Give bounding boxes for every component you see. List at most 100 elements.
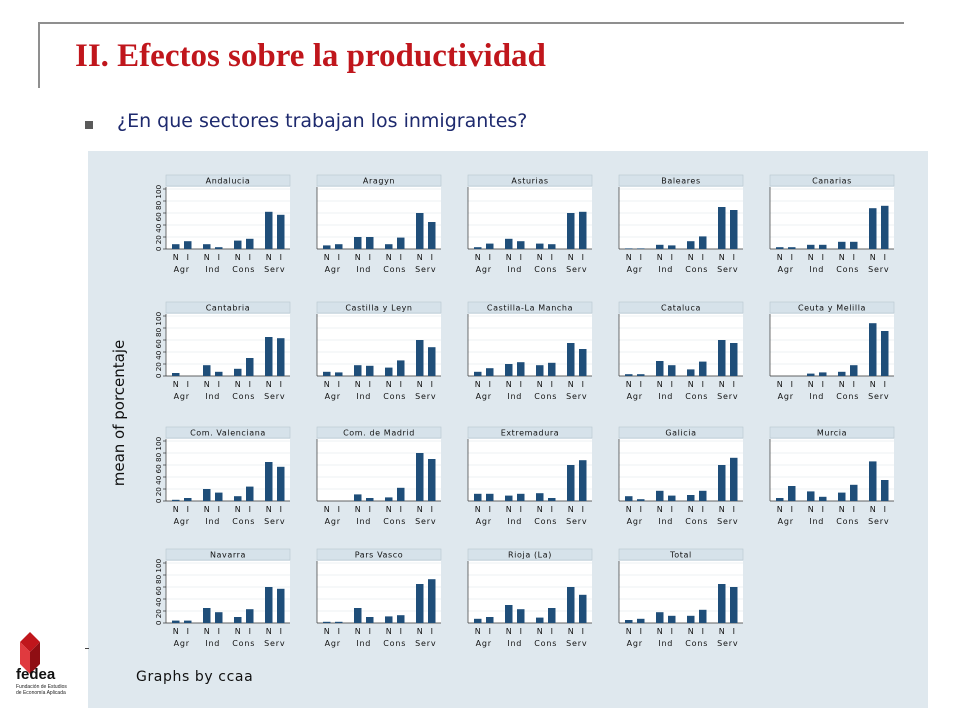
bar-tick-label: I (489, 380, 491, 389)
bar (776, 247, 784, 249)
bar (567, 587, 575, 623)
panel-title: Castilla-La Mancha (487, 304, 573, 313)
bar-tick-label: I (884, 253, 886, 262)
bar (234, 496, 242, 501)
y-tick-labels: 0 20 40 60 80 100 (154, 558, 163, 625)
bar-tick-label: I (671, 627, 673, 636)
bar (265, 337, 273, 376)
bar-tick-label: N (537, 380, 543, 389)
bar-tick-label: N (777, 380, 783, 389)
group-label: Agr (778, 265, 794, 274)
bar-tick-label: N (324, 505, 330, 514)
panel-title: Cataluca (661, 304, 701, 313)
bar-tick-label: N (204, 380, 210, 389)
bar (838, 241, 846, 249)
bar (203, 608, 211, 623)
bar-tick-label: N (537, 627, 543, 636)
group-label: Serv (415, 265, 436, 274)
bar (656, 244, 664, 249)
bar (277, 466, 285, 501)
group-label: Serv (717, 265, 738, 274)
bar-tick-label: I (280, 380, 282, 389)
panel-title: Extremadura (501, 429, 560, 438)
group-label: Cons (383, 517, 406, 526)
bar (354, 237, 362, 249)
group-label: Cons (685, 265, 708, 274)
bar (668, 245, 676, 249)
bar (265, 587, 273, 623)
bar-tick-label: N (235, 627, 241, 636)
bar (246, 609, 254, 623)
bar (335, 372, 343, 376)
bar (277, 214, 285, 249)
bar-tick-label: I (187, 253, 189, 262)
bar (850, 484, 858, 501)
group-label: Cons (534, 392, 557, 401)
bar (668, 495, 676, 501)
bar-tick-label: I (400, 380, 402, 389)
bar-tick-label: I (400, 505, 402, 514)
bar-tick-label: N (506, 627, 512, 636)
group-label: Cons (836, 392, 859, 401)
bar-tick-label: N (324, 253, 330, 262)
bar-tick-label: N (537, 253, 543, 262)
bar (625, 620, 633, 623)
bar-tick-label: N (235, 380, 241, 389)
panel-strip (618, 548, 744, 561)
group-label: Cons (534, 639, 557, 648)
bar-tick-label: N (657, 505, 663, 514)
bar-tick-label: I (369, 627, 371, 636)
bar (416, 213, 424, 249)
bar-tick-label: I (551, 505, 553, 514)
panel-strip (618, 301, 744, 314)
panel-strip (618, 174, 744, 187)
bar (203, 489, 211, 501)
bar-tick-label: N (870, 505, 876, 514)
bar-tick-label: I (520, 505, 522, 514)
bar-tick-label: I (338, 627, 340, 636)
group-label: Agr (627, 517, 643, 526)
bar-tick-label: I (249, 253, 251, 262)
group-label: Cons (232, 517, 255, 526)
group-label: Serv (566, 639, 587, 648)
bar-tick-label: I (338, 505, 340, 514)
group-label: Serv (264, 517, 285, 526)
bar (718, 207, 726, 249)
bar (718, 340, 726, 376)
bar (637, 618, 645, 623)
bar-tick-label: I (218, 380, 220, 389)
group-label: Cons (685, 517, 708, 526)
panel-strip (467, 301, 593, 314)
panel-title: Castilla y Leyn (345, 304, 412, 313)
bar-chart-grid: mean of porcentaje Andalucia 0 20 40 60 80… (110, 174, 895, 685)
bar-tick-label: I (369, 380, 371, 389)
bar (385, 367, 393, 376)
bullet-text: ¿En que sectores trabajan los inmigrante… (117, 110, 528, 132)
bar-tick-label: N (808, 505, 814, 514)
bar (215, 247, 223, 249)
bar (277, 588, 285, 623)
bar-tick-label: N (204, 253, 210, 262)
group-label: Ind (356, 517, 371, 526)
bar-tick-label: N (719, 627, 725, 636)
bar-tick-label: N (808, 380, 814, 389)
bar-tick-label: I (582, 253, 584, 262)
bar-tick-label: N (808, 253, 814, 262)
bar (215, 492, 223, 501)
group-label: Serv (717, 517, 738, 526)
bar-tick-label: N (173, 505, 179, 514)
bar-tick-label: N (266, 253, 272, 262)
group-label: Cons (685, 639, 708, 648)
group-label: Ind (205, 265, 220, 274)
bar-tick-label: N (173, 627, 179, 636)
bar-tick-label: I (702, 380, 704, 389)
bar (354, 365, 362, 376)
logo-wordmark: fedea (16, 666, 56, 683)
bar (881, 331, 889, 376)
bar (203, 244, 211, 249)
bar (807, 373, 815, 376)
bar-tick-label: I (520, 380, 522, 389)
bar (474, 493, 482, 501)
bar-tick-label: I (702, 253, 704, 262)
group-label: Agr (476, 392, 492, 401)
